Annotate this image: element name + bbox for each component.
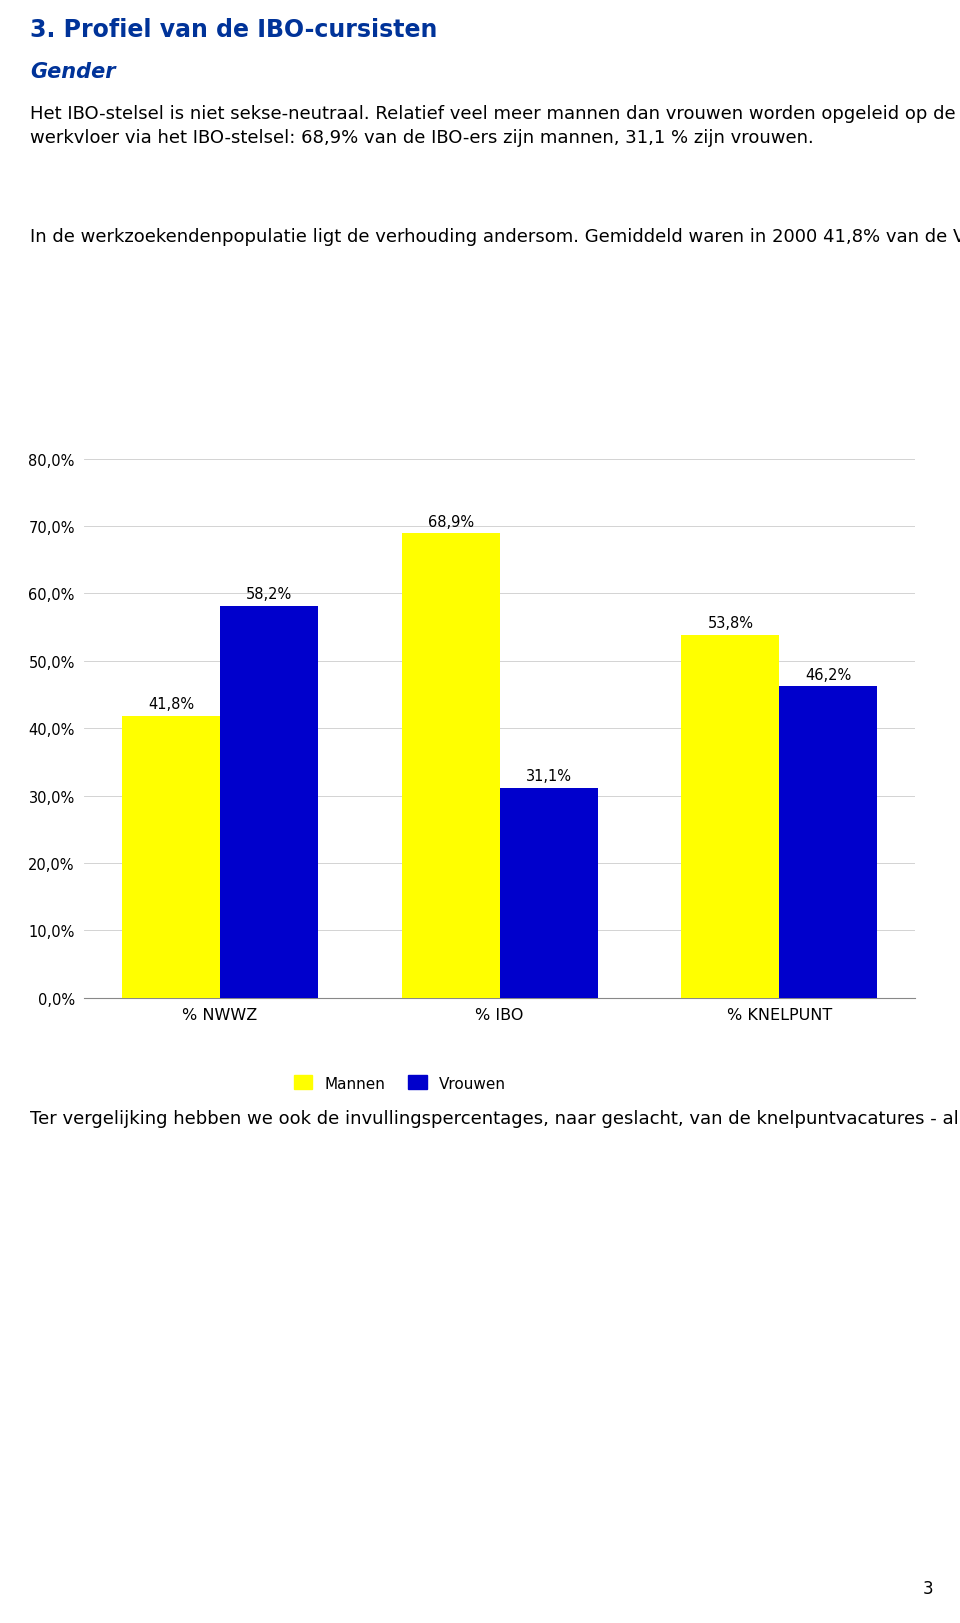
Text: 58,2%: 58,2% xyxy=(246,586,292,602)
Bar xyxy=(780,687,877,998)
Text: Ter vergelijking hebben we ook de invullingspercentages, naar geslacht, van de k: Ter vergelijking hebben we ook de invull… xyxy=(30,1109,960,1128)
Bar xyxy=(500,789,597,998)
Text: 46,2%: 46,2% xyxy=(805,667,852,682)
Text: 31,1%: 31,1% xyxy=(526,769,571,784)
Text: 68,9%: 68,9% xyxy=(428,514,474,529)
Text: 3. Profiel van de IBO-cursisten: 3. Profiel van de IBO-cursisten xyxy=(30,18,438,42)
Bar xyxy=(682,636,780,998)
Bar xyxy=(402,534,499,998)
Legend: Mannen, Vrouwen: Mannen, Vrouwen xyxy=(294,1076,506,1091)
Text: Het IBO-stelsel is niet sekse-neutraal. Relatief veel meer mannen dan vrouwen wo: Het IBO-stelsel is niet sekse-neutraal. … xyxy=(30,105,955,148)
Bar xyxy=(122,717,220,998)
Text: In de werkzoekendenpopulatie ligt de verhouding andersom. Gemiddeld waren in 200: In de werkzoekendenpopulatie ligt de ver… xyxy=(30,227,960,245)
Text: Gender: Gender xyxy=(30,62,115,81)
Text: 3: 3 xyxy=(923,1579,933,1597)
Bar xyxy=(220,605,318,998)
Text: 53,8%: 53,8% xyxy=(708,617,754,631)
Text: 41,8%: 41,8% xyxy=(148,696,194,712)
